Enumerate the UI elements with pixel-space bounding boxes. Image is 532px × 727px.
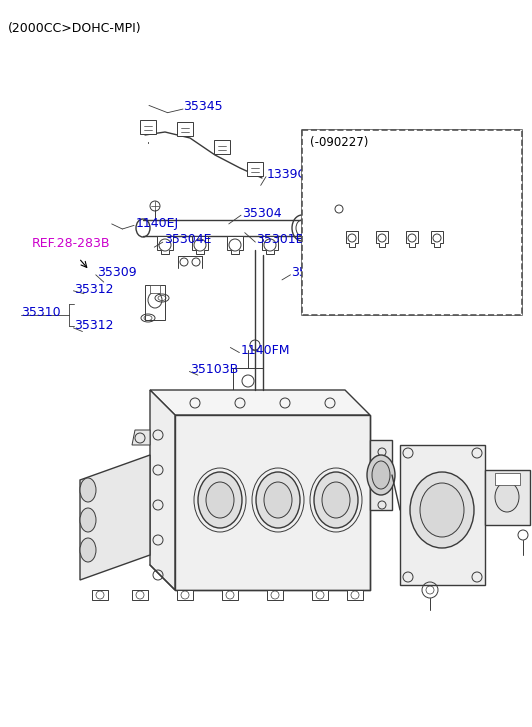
Text: 35310: 35310 (21, 306, 61, 319)
Polygon shape (406, 231, 418, 247)
Polygon shape (346, 231, 358, 247)
Bar (222, 590, 238, 600)
Text: REF.28-283B: REF.28-283B (32, 237, 111, 250)
Polygon shape (132, 430, 150, 445)
Text: 35345: 35345 (184, 100, 223, 113)
Ellipse shape (256, 472, 300, 528)
Bar (150, 285, 160, 293)
Polygon shape (150, 390, 370, 415)
Polygon shape (376, 231, 388, 247)
Polygon shape (80, 455, 150, 580)
Polygon shape (262, 236, 278, 254)
Polygon shape (485, 470, 530, 525)
Polygon shape (431, 231, 443, 247)
Text: 35304: 35304 (242, 206, 281, 220)
Ellipse shape (495, 482, 519, 512)
Text: 1123GY: 1123GY (378, 188, 426, 201)
Bar (247, 162, 263, 176)
Text: 35101: 35101 (292, 266, 331, 279)
Polygon shape (192, 236, 208, 254)
Text: 35102: 35102 (346, 244, 385, 257)
Ellipse shape (420, 483, 464, 537)
Bar (145, 285, 165, 320)
Ellipse shape (198, 472, 242, 528)
Polygon shape (157, 236, 173, 254)
Bar (312, 590, 328, 600)
Polygon shape (175, 415, 370, 590)
Ellipse shape (80, 508, 96, 532)
Ellipse shape (314, 472, 358, 528)
Bar (495, 473, 520, 485)
Text: 35312: 35312 (74, 283, 114, 296)
Bar (140, 120, 156, 134)
Ellipse shape (264, 482, 292, 518)
Ellipse shape (206, 482, 234, 518)
Ellipse shape (372, 461, 390, 489)
Bar (267, 590, 283, 600)
Polygon shape (150, 390, 175, 590)
Bar (177, 590, 193, 600)
Ellipse shape (410, 472, 474, 548)
Bar (214, 140, 230, 154)
Bar (302, 130, 522, 315)
Bar (92, 590, 108, 600)
Text: 35309: 35309 (97, 266, 136, 279)
Polygon shape (400, 445, 485, 585)
Polygon shape (227, 236, 243, 254)
Text: 1339GA: 1339GA (267, 168, 317, 181)
Polygon shape (233, 368, 263, 393)
Bar (177, 122, 193, 136)
Text: 1140FM: 1140FM (240, 344, 290, 357)
Ellipse shape (322, 482, 350, 518)
Text: 35312: 35312 (74, 319, 114, 332)
Bar (302, 130, 522, 315)
Bar (347, 590, 363, 600)
Text: 1140EJ: 1140EJ (136, 217, 179, 230)
Bar (132, 590, 148, 600)
Ellipse shape (80, 478, 96, 502)
Text: 35100: 35100 (361, 259, 401, 272)
Text: 35304E: 35304E (164, 233, 211, 246)
Ellipse shape (367, 455, 395, 495)
Polygon shape (370, 440, 392, 510)
Text: 35304: 35304 (427, 183, 467, 196)
Text: (2000CC>DOHC-MPI): (2000CC>DOHC-MPI) (8, 22, 142, 35)
Text: 35301B: 35301B (256, 233, 305, 246)
Ellipse shape (80, 538, 96, 562)
Text: (-090227): (-090227) (310, 136, 368, 149)
Text: 35103B: 35103B (190, 363, 239, 376)
